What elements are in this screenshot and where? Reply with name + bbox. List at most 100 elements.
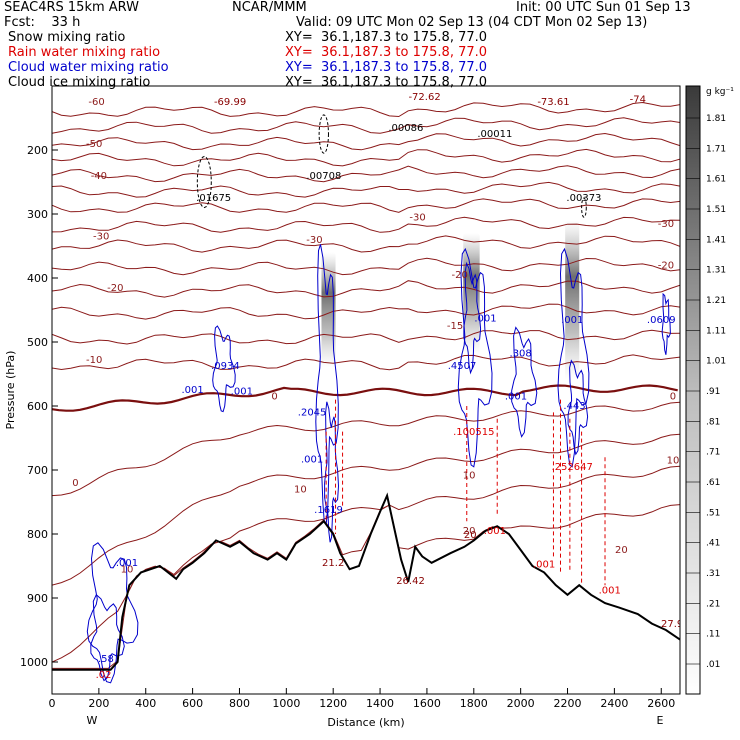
colorbar-label: .91: [706, 387, 720, 397]
colorbar-label: 1.21: [706, 296, 726, 306]
isotherm-label: -20: [107, 283, 123, 294]
isotherm-label: -10: [86, 355, 102, 366]
snow-column: [565, 220, 580, 381]
isotherm: [52, 132, 680, 151]
y-tick-label: 900: [27, 592, 48, 605]
isotherm: [52, 465, 680, 663]
isotherm: [52, 181, 680, 198]
init-time: Init: 00 UTC Sun 01 Sep 13: [516, 0, 691, 15]
isotherms: [52, 101, 680, 669]
x-tick-label: 2400: [600, 697, 628, 710]
terrain-line: [52, 492, 680, 671]
colorbar-label: 1.01: [706, 357, 726, 367]
isotherm: [52, 433, 680, 586]
cloud-water-contour: [463, 261, 482, 375]
isotherm-label: -30: [93, 232, 109, 243]
isotherm-label: -20: [658, 260, 674, 271]
rain-contours: [325, 399, 606, 586]
isotherm-label: -30: [409, 212, 425, 223]
isotherm-label: -30: [306, 235, 322, 246]
snow-shading: [321, 220, 580, 381]
isotherm: [52, 101, 680, 118]
cloud-water-contour: [661, 292, 671, 355]
extremum-label: .001: [484, 526, 506, 537]
extremum-label: 21.2: [322, 558, 344, 569]
isotherm-label: 10: [667, 456, 680, 467]
isotherm-label: -50: [86, 139, 102, 150]
extremum-label: .00011: [477, 129, 512, 140]
field-name-snow: Snow mixing ratio: [8, 30, 126, 45]
cloud-ice-contour: [581, 197, 587, 218]
extremum-label: .58: [98, 654, 114, 665]
extremum-label: .001: [561, 315, 583, 326]
x-tick-label: 1400: [366, 697, 394, 710]
isotherm: [52, 401, 680, 497]
x-tick-label: 2200: [554, 697, 582, 710]
freezing-level-isotherm: [52, 384, 678, 412]
x-tick-label: 400: [135, 697, 156, 710]
extremum-label: .02: [96, 670, 112, 681]
colorbar-label: 1.51: [706, 205, 726, 215]
colorbar-label: 1.31: [706, 266, 726, 276]
isotherm: [52, 329, 680, 345]
y-axis-label: Pressure (hPa): [4, 351, 17, 430]
extremum-label: .001: [474, 314, 496, 325]
extremum-label: .443: [563, 401, 585, 412]
extremum-label: .0934: [211, 361, 240, 372]
y-tick-label: 1000: [20, 656, 48, 669]
colorbar-unit: g kg⁻¹: [706, 87, 734, 97]
isotherm-label: 20: [615, 545, 628, 556]
x-tick-label: 800: [229, 697, 250, 710]
y-tick-label: 300: [27, 208, 48, 221]
extremum-label: .001: [505, 392, 527, 403]
cloud-water-contour: [511, 326, 538, 438]
isotherm: [52, 354, 680, 371]
x-tick-label: 1800: [460, 697, 488, 710]
colorbar-ramp: [685, 85, 701, 695]
extremum-label: .001: [231, 386, 253, 397]
extremum-label: -72.62: [408, 92, 440, 103]
isotherm: [52, 117, 680, 134]
extremum-label: .2045: [298, 408, 327, 419]
plot-frame: [51, 85, 681, 695]
extremum-label: -74: [630, 95, 646, 106]
x-axis-label: Distance (km): [327, 716, 404, 729]
extremum-label: 26.42: [396, 576, 425, 587]
cloud-water-contour: [90, 593, 125, 682]
model-title: SEAC4RS 15km ARW: [4, 0, 140, 15]
x-tick-label: 2000: [507, 697, 535, 710]
x-tick-label: 1600: [413, 697, 441, 710]
cloud-ice-contours: [196, 114, 587, 218]
extremum-label: 20: [464, 530, 477, 541]
extremum-label: .00373: [566, 193, 601, 204]
cloud-water-contour: [557, 247, 590, 468]
extremum-label: .00086: [388, 123, 423, 134]
colorbar-label: 1.61: [706, 175, 726, 185]
y-tick-label: 400: [27, 272, 48, 285]
field-name-cloud-water: Cloud water mixing ratio: [8, 60, 169, 75]
isotherm-label: 0: [670, 392, 676, 403]
extremum-label: .4507: [448, 361, 477, 372]
contour-labels: -60-50-40-30-20-100010-30-20-15102020100…: [72, 92, 690, 681]
extremum-label: .308: [510, 349, 532, 360]
extremum-label: .01675: [196, 193, 231, 204]
isotherm-label: 10: [463, 470, 476, 481]
cloud-water-contour: [567, 359, 589, 456]
isotherm-label: 10: [121, 564, 134, 575]
forecast-hour: Fcst: 33 h: [4, 15, 81, 30]
colorbar-label: .61: [706, 478, 720, 488]
extremum-label: .001: [599, 586, 621, 597]
colorbar-label: .71: [706, 448, 720, 458]
field-name-rain: Rain water mixing ratio: [8, 45, 161, 60]
isotherm-label: 10: [294, 484, 307, 495]
x-tick-label: 200: [88, 697, 109, 710]
x-axis-east-label: E: [657, 714, 664, 727]
org-label: NCAR/MMM: [232, 0, 307, 15]
extremum-label: 27.94: [661, 619, 690, 630]
colorbar-label: .81: [706, 417, 720, 427]
isotherm: [52, 280, 680, 298]
x-tick-label: 1000: [272, 697, 300, 710]
isotherm-label: -60: [88, 97, 104, 108]
colorbar-label: 1.11: [706, 326, 726, 336]
y-tick-label: 200: [27, 144, 48, 157]
